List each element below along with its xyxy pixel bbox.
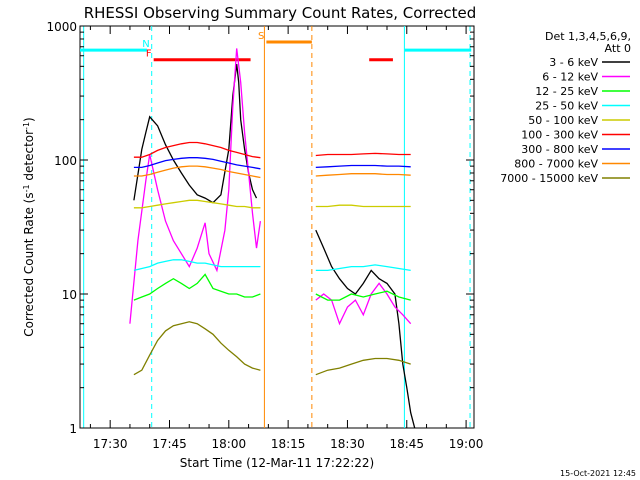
y-axis-label-part: detector [22,130,36,185]
plot-frame [79,25,475,429]
series-line [315,357,411,376]
y-axis-label: Corrected Count Rate (s-1 detector-1) [22,117,37,336]
legend-header: Det 1,3,4,5,6,9, [545,30,631,43]
y-axis-label-part: ) [22,117,36,122]
flag-label: F [146,49,152,60]
x-tick-label: 17:45 [152,437,187,451]
y-axis-label-part: Corrected Count Rate (s [22,192,36,336]
legend-label: 7000 - 15000 keV [500,172,598,185]
legend-label: 6 - 12 keV [542,71,598,84]
series-line [133,273,261,301]
series-line [315,204,411,208]
series-line [315,229,416,428]
chart-title: RHESSI Observing Summary Count Rates, Co… [84,4,477,22]
y-tick-label: 1000 [46,20,77,34]
series-line [133,141,261,159]
legend-label: 100 - 300 keV [521,129,598,142]
x-axis-label: Start Time (12-Mar-11 17:22:22) [180,456,374,470]
flag-label: S [258,31,264,42]
series-line [315,164,411,169]
series-line [129,48,262,324]
x-tick-label: 18:45 [389,437,424,451]
legend-label: 50 - 100 keV [528,114,598,127]
y-axis: 1 10 100 1000 [46,20,474,436]
legend-label: 300 - 800 keV [521,143,598,156]
y-tick-label: 100 [54,154,77,168]
series-line [315,173,411,177]
y-axis-label-sup: -1 [22,122,31,130]
flag-label: N [142,39,149,50]
x-axis: 17:30 17:45 18:00 18:15 18:30 18:45 19:00 [89,26,484,451]
series-line [133,157,261,170]
legend-label: 3 - 6 keV [549,56,598,69]
series-line [133,165,261,179]
series-line [315,264,411,272]
x-tick-label: 17:30 [93,437,128,451]
series-line [133,321,261,376]
plot-area: NF S [79,25,475,429]
legend-label: 25 - 50 keV [535,100,598,113]
x-tick-label: 18:00 [212,437,247,451]
series-line [133,64,258,204]
y-tick-label: 10 [62,288,77,302]
legend-header: Att 0 [605,42,631,55]
y-axis-label-sup: -1 [22,184,31,192]
x-tick-label: 19:00 [449,437,484,451]
series-line [315,152,411,157]
x-tick-label: 18:15 [271,437,306,451]
series-line [133,199,261,209]
series-line [133,259,261,272]
legend-label: 12 - 25 keV [535,85,598,98]
legend-label: 800 - 7000 keV [514,158,598,171]
series-line [315,290,411,301]
y-tick-label: 1 [69,422,77,436]
x-tick-label: 18:30 [330,437,365,451]
footer-date: 15-Oct-2021 12:45 [560,469,636,478]
legend: Det 1,3,4,5,6,9, Att 0 3 - 6 keV 6 - 12 k… [500,30,631,185]
